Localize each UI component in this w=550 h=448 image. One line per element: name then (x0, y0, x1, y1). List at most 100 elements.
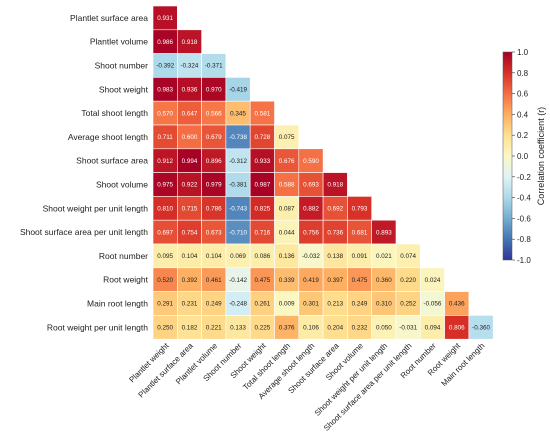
colorbar-tick-label: -0.2 (517, 173, 531, 182)
cell-value-label: 0.673 (206, 229, 222, 236)
cell-value-label: 0.893 (376, 229, 392, 236)
cell-value-label: -0.419 (229, 87, 247, 94)
cell-value-label: 0.931 (157, 15, 173, 22)
colorbar-ticks: 1.0 0.8 0.6 0.4 0.2 0.0 -0.2 -0.4 -0.6 -0.8 -1.0 (512, 48, 531, 265)
colorbar-tick-label: -0.4 (517, 194, 531, 203)
cell-value-label: 0.461 (206, 277, 222, 284)
cell-value-label: 0.339 (279, 277, 295, 284)
cell-value-label: 0.936 (182, 87, 198, 94)
cell-value-label: 0.436 (449, 301, 465, 308)
cell-value-label: 0.074 (400, 253, 416, 260)
cell-value-label: 0.715 (182, 206, 198, 213)
row-label: Shoot weight (99, 84, 149, 94)
colorbar-tick-label: 1.0 (517, 48, 529, 57)
cell-value-label: 0.987 (254, 182, 270, 189)
cell-value-label: 0.087 (279, 206, 295, 213)
cell-value-label: 0.397 (327, 277, 343, 284)
cell-value-label: 0.896 (206, 158, 222, 165)
cell-value-label: -0.031 (399, 325, 417, 332)
cell-value-label: 0.360 (376, 277, 392, 284)
cell-value-label: 0.922 (182, 182, 198, 189)
row-label: Average shoot length (68, 132, 148, 142)
cell-value-label: 0.231 (182, 301, 198, 308)
cell-value-label: 0.204 (327, 325, 343, 332)
cell-value-label: 0.024 (425, 277, 441, 284)
cell-value-label: 0.588 (279, 182, 295, 189)
cell-value-label: 0.232 (352, 325, 368, 332)
cell-value-label: 0.136 (279, 253, 295, 260)
cell-value-label: 0.566 (206, 110, 222, 117)
cell-value-label: 0.249 (352, 301, 368, 308)
colorbar-tick-label: 0.2 (517, 131, 529, 140)
heatmap-cells: 0.931 0.986 0.918 -0.392 -0.324 -0.371 0.983 0.… (152, 5, 494, 340)
cell-value-label: 0.225 (254, 325, 270, 332)
cell-value-label: 0.094 (425, 325, 441, 332)
cell-value-label: 0.220 (400, 277, 416, 284)
cell-value-label: 0.021 (376, 253, 392, 260)
cell-value-label: -0.248 (229, 301, 247, 308)
cell-value-label: 0.975 (157, 182, 173, 189)
colorbar-tick-label: 0.4 (517, 110, 529, 119)
row-label: Shoot surface area (76, 156, 148, 166)
cell-value-label: 0.786 (206, 206, 222, 213)
cell-value-label: 0.736 (327, 229, 343, 236)
cell-value-label: 0.728 (254, 134, 270, 141)
cell-value-label: 0.716 (254, 229, 270, 236)
row-label: Shoot volume (96, 180, 148, 190)
cell-value-label: -0.360 (472, 325, 490, 332)
heatmap-cell (468, 315, 494, 340)
cell-value-label: -0.324 (181, 63, 199, 70)
cell-value-label: 0.825 (254, 206, 270, 213)
cell-value-label: 0.570 (157, 110, 173, 117)
cell-value-label: 0.249 (206, 301, 222, 308)
colorbar-tick-label: -1.0 (517, 256, 531, 265)
row-label: Shoot weight per unit length (43, 203, 149, 213)
cell-value-label: 0.970 (206, 87, 222, 94)
colorbar-title: Correlation coefficient (r) (536, 107, 546, 205)
cell-value-label: 0.756 (303, 229, 319, 236)
cell-value-label: 0.345 (230, 110, 246, 117)
cell-value-label: 0.069 (230, 253, 246, 260)
cell-value-label: 0.679 (206, 134, 222, 141)
colorbar-tick-label: -0.6 (517, 214, 531, 223)
row-label: Root weight (103, 275, 149, 285)
row-label: Shoot surface area per unit length (20, 227, 148, 237)
cell-value-label: -0.738 (229, 134, 247, 141)
cell-value-label: -0.142 (229, 277, 247, 284)
cell-value-label: -0.312 (229, 158, 247, 165)
cell-value-label: 0.681 (352, 229, 368, 236)
cell-value-label: 0.793 (352, 206, 368, 213)
colorbar: 1.0 0.8 0.6 0.4 0.2 0.0 -0.2 -0.4 -0.6 -0.8 -1.0 C… (502, 48, 546, 265)
cell-value-label: 0.810 (157, 206, 173, 213)
cell-value-label: 0.044 (279, 229, 295, 236)
row-label: Total shoot length (81, 108, 148, 118)
cell-value-label: 0.086 (254, 253, 270, 260)
cell-value-label: -0.032 (302, 253, 320, 260)
cell-value-label: 0.697 (157, 229, 173, 236)
column-label: Main root length (440, 341, 487, 388)
cell-value-label: -0.743 (229, 206, 247, 213)
cell-value-label: 0.520 (157, 277, 173, 284)
cell-value-label: 0.647 (182, 110, 198, 117)
colorbar-tick-label: 0.0 (517, 152, 529, 161)
cell-value-label: 0.581 (254, 110, 270, 117)
cell-value-label: 0.095 (157, 253, 173, 260)
cell-value-label: 0.918 (182, 39, 198, 46)
colorbar-tick-label: 0.8 (517, 69, 529, 78)
cell-value-label: 0.106 (303, 325, 319, 332)
cell-value-label: 0.221 (206, 325, 222, 332)
row-label: Shoot number (95, 61, 149, 71)
cell-value-label: 0.475 (352, 277, 368, 284)
cell-value-label: -0.371 (205, 63, 223, 70)
cell-value-label: 0.692 (327, 206, 343, 213)
row-label: Main root length (87, 299, 148, 309)
cell-value-label: 0.912 (157, 158, 173, 165)
cell-value-label: 0.138 (327, 253, 343, 260)
cell-value-label: 0.009 (279, 301, 295, 308)
cell-value-label: -0.392 (156, 63, 174, 70)
cell-value-label: 0.475 (254, 277, 270, 284)
cell-value-label: 0.091 (352, 253, 368, 260)
cell-value-label: 0.050 (376, 325, 392, 332)
cell-value-label: 0.376 (279, 325, 295, 332)
